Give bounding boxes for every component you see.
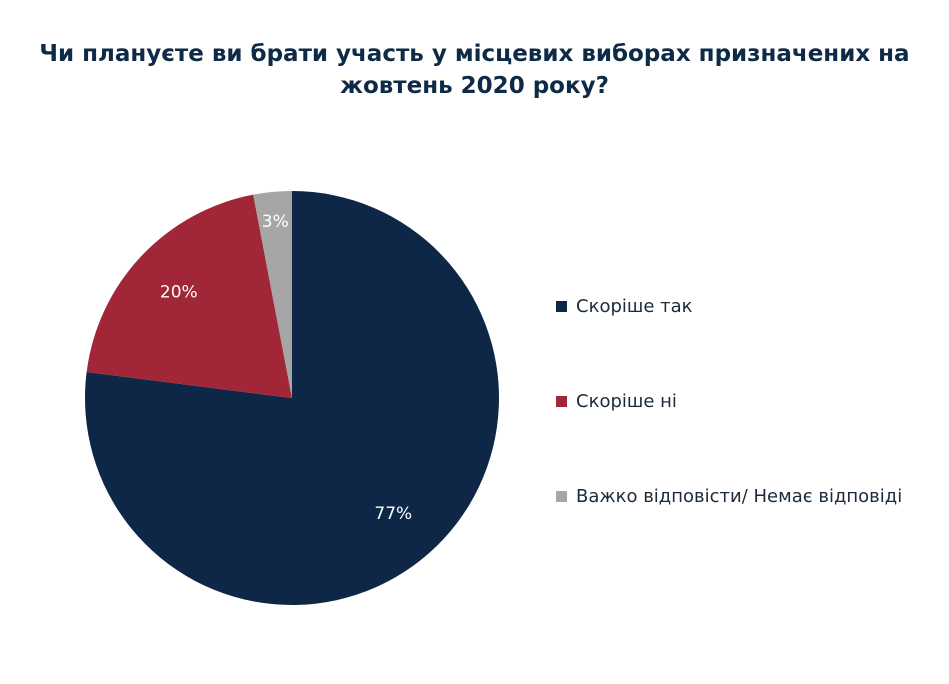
legend-item-vazhko-vidpovisty: Важко відповісти/ Немає відповіді <box>556 482 902 510</box>
legend-swatch-skorishe-tak <box>556 300 567 312</box>
legend-item-skorishe-ni: Скоріше ні <box>556 387 902 415</box>
pie-slices <box>85 191 499 606</box>
legend-swatch-skorishe-ni <box>556 395 567 407</box>
chart-title-line-1: Чи плануєте ви брати участь у місцевих в… <box>39 41 910 67</box>
legend-item-skorishe-tak: Скоріше так <box>556 292 902 320</box>
pie-slice-vazhko-vidpovisty <box>253 191 292 398</box>
legend-label-skorishe-tak: Скоріше так <box>576 295 693 317</box>
legend-label-skorishe-ni: Скоріше ні <box>576 390 677 412</box>
chart-legend: Скоріше так Скоріше ні Важко відповісти/… <box>556 292 902 577</box>
pie-slice-skorishe-ni <box>86 194 292 398</box>
legend-label-vazhko-vidpovisty: Важко відповісти/ Немає відповіді <box>576 485 903 507</box>
pie-slice-skorishe-ni-value-label: 20% <box>160 283 198 303</box>
legend-swatch-vazhko-vidpovisty <box>556 490 567 502</box>
pie-slice-skorishe-tak <box>85 191 499 606</box>
chart-title: Чи плануєте ви брати участь у місцевих в… <box>20 38 929 102</box>
pie-slice-skorishe-tak-value-label: 77% <box>374 504 412 524</box>
pie-slice-vazhko-vidpovisty-value-label: 3% <box>262 212 289 232</box>
chart-title-line-2: жовтень 2020 року? <box>340 73 609 99</box>
pie-slice-labels: 77% 20% 3% <box>160 212 412 524</box>
